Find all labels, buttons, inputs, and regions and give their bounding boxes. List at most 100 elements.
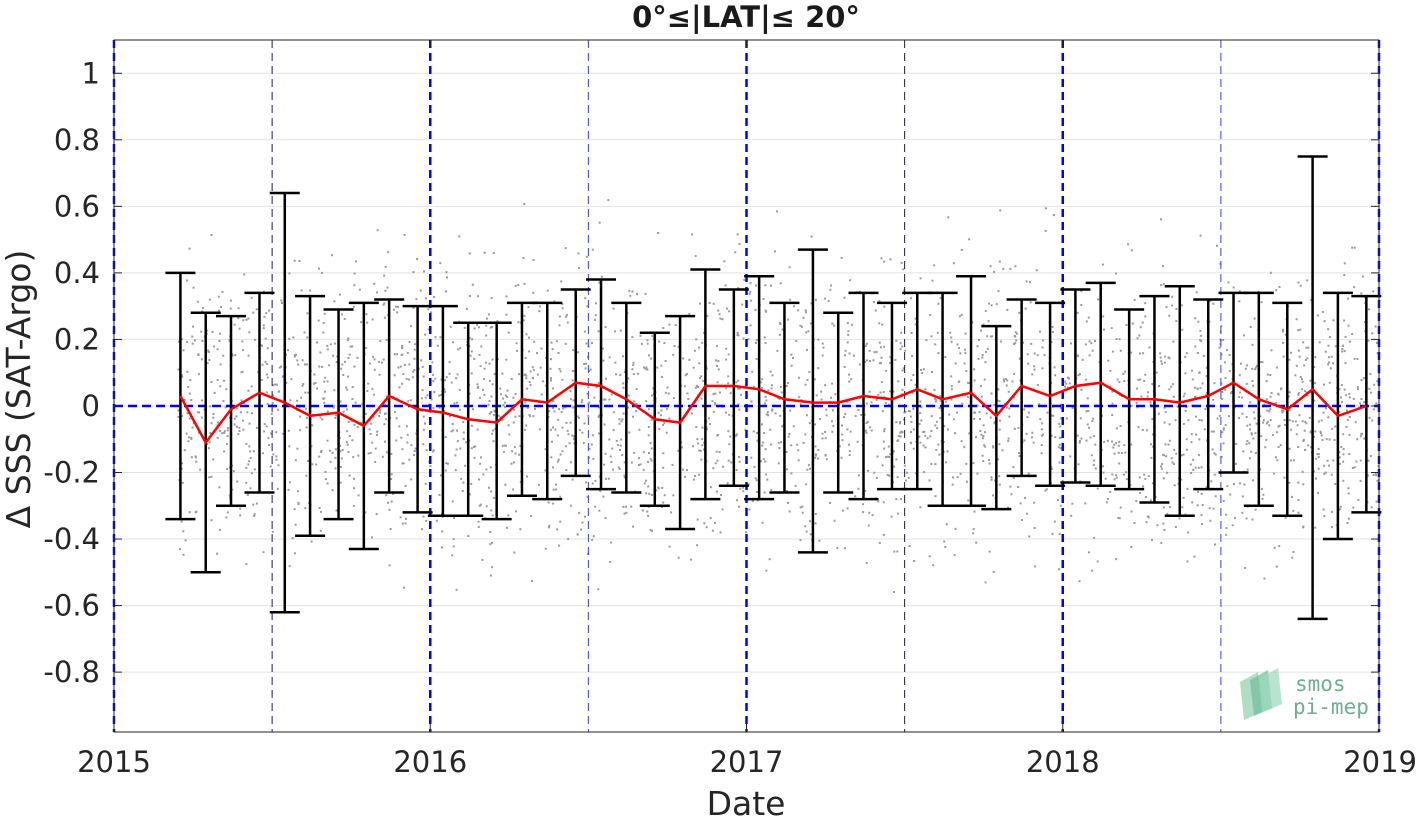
scatter-point — [736, 331, 739, 334]
scatter-point — [264, 337, 267, 340]
scatter-point — [957, 380, 960, 383]
scatter-point — [622, 412, 625, 415]
scatter-point — [1196, 504, 1199, 507]
scatter-point — [485, 361, 487, 364]
scatter-point — [250, 385, 253, 388]
scatter-point — [751, 500, 754, 503]
scatter-point — [899, 420, 902, 423]
scatter-point — [892, 390, 895, 393]
scatter-point — [246, 494, 249, 496]
scatter-point — [721, 508, 724, 511]
scatter-point — [1250, 450, 1253, 453]
scatter-point — [299, 415, 302, 418]
scatter-point — [347, 337, 350, 340]
scatter-point — [1077, 374, 1080, 377]
scatter-point — [792, 425, 795, 428]
scatter-point — [1308, 416, 1311, 419]
scatter-point — [824, 297, 827, 300]
scatter-point — [594, 505, 597, 508]
scatter-point — [846, 507, 849, 510]
scatter-point — [348, 353, 351, 356]
scatter-point — [1022, 341, 1024, 344]
scatter-point — [566, 429, 569, 432]
scatter-point — [1297, 511, 1300, 514]
scatter-point — [1321, 438, 1324, 441]
scatter-point — [1111, 402, 1114, 405]
scatter-point — [792, 357, 794, 359]
scatter-point — [889, 258, 892, 261]
scatter-point — [434, 377, 437, 380]
scatter-point — [177, 415, 180, 418]
scatter-point — [1330, 473, 1333, 476]
scatter-point — [1092, 464, 1095, 466]
scatter-point — [280, 365, 282, 368]
scatter-point — [617, 466, 620, 469]
scatter-point — [1141, 321, 1144, 324]
scatter-point — [699, 377, 701, 380]
scatter-point — [1084, 502, 1087, 505]
scatter-point — [862, 503, 864, 506]
scatter-point — [958, 315, 961, 318]
scatter-point — [865, 562, 868, 564]
scatter-point — [968, 238, 971, 241]
x-tick-label: 2017 — [710, 745, 784, 779]
scatter-point — [586, 255, 588, 258]
scatter-point — [770, 387, 773, 390]
scatter-point — [657, 486, 660, 489]
scatter-point — [197, 353, 200, 356]
scatter-point — [376, 229, 379, 232]
scatter-point — [975, 541, 978, 544]
scatter-point — [1374, 472, 1377, 475]
x-tick-label: 2015 — [77, 745, 151, 779]
scatter-point — [1284, 423, 1286, 426]
scatter-point — [602, 398, 605, 401]
scatter-point — [645, 479, 647, 482]
scatter-point — [865, 431, 868, 434]
scatter-point — [1107, 498, 1109, 500]
scatter-point — [797, 376, 800, 379]
scatter-point — [642, 468, 645, 471]
scatter-point — [500, 393, 502, 396]
scatter-point — [797, 449, 800, 452]
scatter-point — [926, 437, 929, 440]
scatter-point — [722, 465, 725, 468]
scatter-point — [781, 425, 783, 428]
scatter-point — [598, 221, 601, 224]
scatter-point — [974, 411, 977, 414]
scatter-point — [878, 362, 881, 365]
scatter-point — [1169, 506, 1172, 509]
scatter-point — [378, 415, 381, 417]
scatter-point — [444, 469, 447, 472]
scatter-point — [379, 411, 382, 414]
scatter-point — [324, 470, 327, 473]
scatter-point — [378, 373, 381, 376]
scatter-point — [396, 311, 399, 314]
scatter-point — [761, 386, 764, 389]
scatter-point — [878, 341, 881, 344]
scatter-point — [572, 399, 575, 402]
scatter-point — [383, 423, 386, 426]
scatter-point — [622, 355, 624, 358]
scatter-point — [488, 379, 491, 382]
scatter-point — [371, 387, 374, 390]
scatter-point — [386, 286, 389, 289]
scatter-point — [844, 413, 847, 415]
scatter-point — [255, 308, 258, 311]
scatter-point — [572, 370, 575, 372]
scatter-point — [870, 429, 873, 432]
scatter-point — [474, 445, 477, 448]
scatter-point — [1033, 527, 1036, 529]
scatter-point — [999, 209, 1002, 212]
scatter-point — [1021, 519, 1023, 521]
scatter-point — [1143, 473, 1146, 476]
scatter-point — [622, 382, 625, 385]
scatter-point — [1162, 477, 1165, 480]
scatter-point — [1196, 352, 1199, 354]
chart-title: 0°≤|LAT|≤ 20° — [632, 0, 860, 34]
scatter-point — [1210, 480, 1213, 483]
scatter-point — [561, 307, 564, 310]
error-bar — [769, 301, 800, 494]
scatter-point — [557, 460, 559, 463]
scatter-point — [1087, 316, 1090, 319]
scatter-point — [715, 450, 718, 453]
